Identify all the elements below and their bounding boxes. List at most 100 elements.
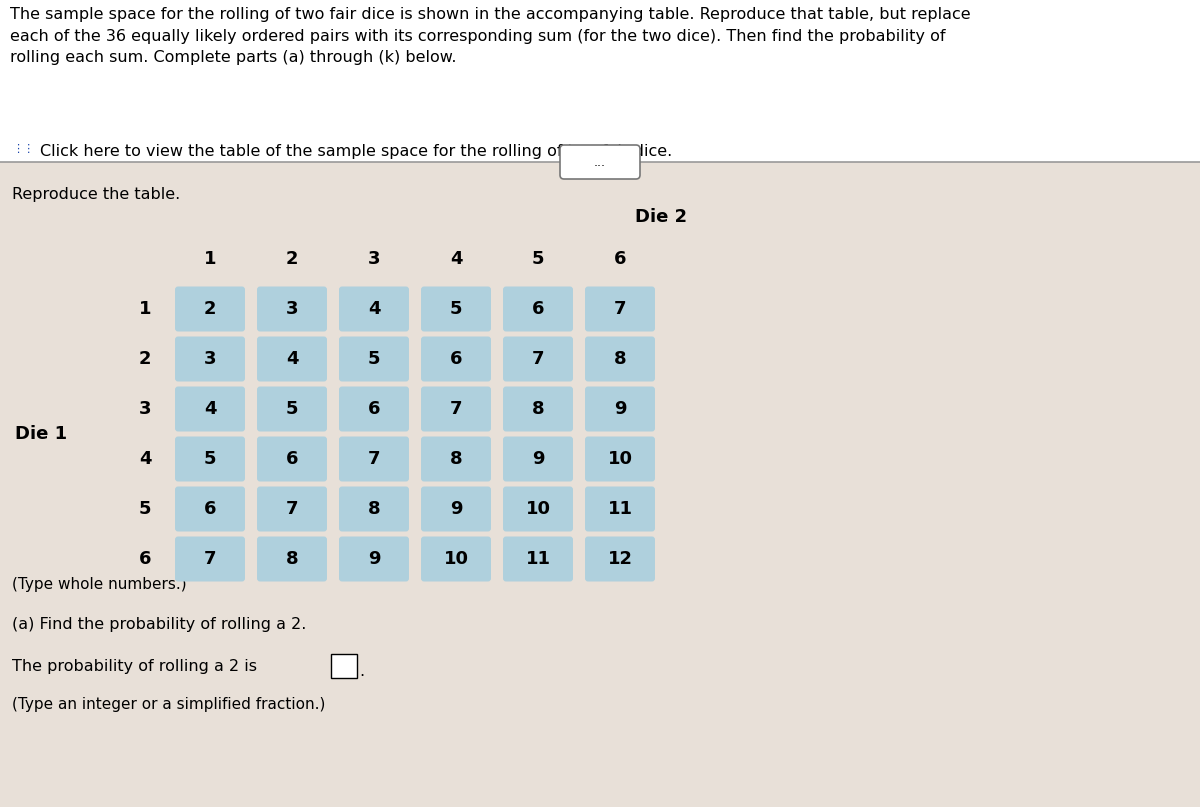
Text: Die 2: Die 2 (635, 208, 688, 226)
FancyBboxPatch shape (421, 387, 491, 432)
Text: 8: 8 (613, 350, 626, 368)
Text: 11: 11 (526, 550, 551, 568)
Text: 7: 7 (450, 400, 462, 418)
Text: 9: 9 (367, 550, 380, 568)
FancyBboxPatch shape (257, 537, 326, 582)
Text: 5: 5 (532, 250, 545, 268)
FancyBboxPatch shape (586, 487, 655, 532)
FancyBboxPatch shape (257, 387, 326, 432)
Text: 6: 6 (367, 400, 380, 418)
FancyBboxPatch shape (175, 286, 245, 332)
FancyBboxPatch shape (586, 286, 655, 332)
Text: 9: 9 (532, 450, 545, 468)
Text: 5: 5 (139, 500, 151, 518)
Text: ⋮⋮: ⋮⋮ (12, 144, 35, 154)
FancyBboxPatch shape (340, 487, 409, 532)
Text: 2: 2 (204, 300, 216, 318)
Text: The sample space for the rolling of two fair dice is shown in the accompanying t: The sample space for the rolling of two … (10, 7, 971, 65)
FancyBboxPatch shape (421, 337, 491, 382)
Text: 8: 8 (367, 500, 380, 518)
Text: 4: 4 (367, 300, 380, 318)
Text: 4: 4 (204, 400, 216, 418)
FancyBboxPatch shape (340, 286, 409, 332)
Text: 8: 8 (532, 400, 545, 418)
FancyBboxPatch shape (175, 437, 245, 482)
Text: 6: 6 (286, 450, 299, 468)
Text: 3: 3 (204, 350, 216, 368)
Text: Reproduce the table.: Reproduce the table. (12, 187, 180, 202)
Text: The probability of rolling a 2 is: The probability of rolling a 2 is (12, 659, 257, 674)
FancyBboxPatch shape (503, 387, 572, 432)
FancyBboxPatch shape (421, 537, 491, 582)
Text: Click here to view the table of the sample space for the rolling of two fair dic: Click here to view the table of the samp… (40, 144, 672, 159)
Text: (Type whole numbers.): (Type whole numbers.) (12, 577, 187, 592)
Text: 6: 6 (139, 550, 151, 568)
FancyBboxPatch shape (421, 487, 491, 532)
Text: 10: 10 (526, 500, 551, 518)
Text: 2: 2 (286, 250, 299, 268)
FancyBboxPatch shape (503, 487, 572, 532)
FancyBboxPatch shape (257, 437, 326, 482)
FancyBboxPatch shape (421, 286, 491, 332)
FancyBboxPatch shape (421, 437, 491, 482)
FancyBboxPatch shape (560, 145, 640, 179)
Text: 12: 12 (607, 550, 632, 568)
FancyBboxPatch shape (257, 337, 326, 382)
Text: 10: 10 (607, 450, 632, 468)
Text: 9: 9 (450, 500, 462, 518)
FancyBboxPatch shape (0, 162, 1200, 807)
Text: 9: 9 (613, 400, 626, 418)
Text: 7: 7 (532, 350, 545, 368)
FancyBboxPatch shape (503, 437, 572, 482)
FancyBboxPatch shape (175, 337, 245, 382)
Text: 6: 6 (613, 250, 626, 268)
Text: 8: 8 (286, 550, 299, 568)
Text: 4: 4 (286, 350, 299, 368)
Text: 1: 1 (139, 300, 151, 318)
Text: .: . (359, 664, 364, 679)
Text: 3: 3 (286, 300, 299, 318)
FancyBboxPatch shape (586, 337, 655, 382)
FancyBboxPatch shape (257, 487, 326, 532)
FancyBboxPatch shape (175, 487, 245, 532)
FancyBboxPatch shape (340, 337, 409, 382)
FancyBboxPatch shape (175, 537, 245, 582)
Text: 10: 10 (444, 550, 468, 568)
Text: 4: 4 (450, 250, 462, 268)
Text: Die 1: Die 1 (14, 425, 67, 443)
FancyBboxPatch shape (331, 654, 358, 678)
FancyBboxPatch shape (586, 537, 655, 582)
Text: 7: 7 (204, 550, 216, 568)
FancyBboxPatch shape (340, 387, 409, 432)
Text: 1: 1 (204, 250, 216, 268)
FancyBboxPatch shape (586, 437, 655, 482)
FancyBboxPatch shape (503, 286, 572, 332)
Text: 6: 6 (450, 350, 462, 368)
FancyBboxPatch shape (586, 387, 655, 432)
Text: 4: 4 (139, 450, 151, 468)
Text: 5: 5 (367, 350, 380, 368)
Text: 5: 5 (450, 300, 462, 318)
Text: 5: 5 (286, 400, 299, 418)
FancyBboxPatch shape (340, 437, 409, 482)
FancyBboxPatch shape (340, 537, 409, 582)
Text: 3: 3 (139, 400, 151, 418)
FancyBboxPatch shape (257, 286, 326, 332)
FancyBboxPatch shape (175, 387, 245, 432)
Text: ...: ... (594, 156, 606, 169)
Text: 7: 7 (367, 450, 380, 468)
FancyBboxPatch shape (503, 337, 572, 382)
Text: 3: 3 (367, 250, 380, 268)
FancyBboxPatch shape (0, 0, 1200, 162)
Text: (Type an integer or a simplified fraction.): (Type an integer or a simplified fractio… (12, 697, 325, 712)
FancyBboxPatch shape (503, 537, 572, 582)
Text: 11: 11 (607, 500, 632, 518)
Text: 5: 5 (204, 450, 216, 468)
Text: 7: 7 (613, 300, 626, 318)
Text: 2: 2 (139, 350, 151, 368)
Text: 6: 6 (532, 300, 545, 318)
Text: (a) Find the probability of rolling a 2.: (a) Find the probability of rolling a 2. (12, 617, 306, 632)
Text: 7: 7 (286, 500, 299, 518)
Text: 6: 6 (204, 500, 216, 518)
Text: 8: 8 (450, 450, 462, 468)
